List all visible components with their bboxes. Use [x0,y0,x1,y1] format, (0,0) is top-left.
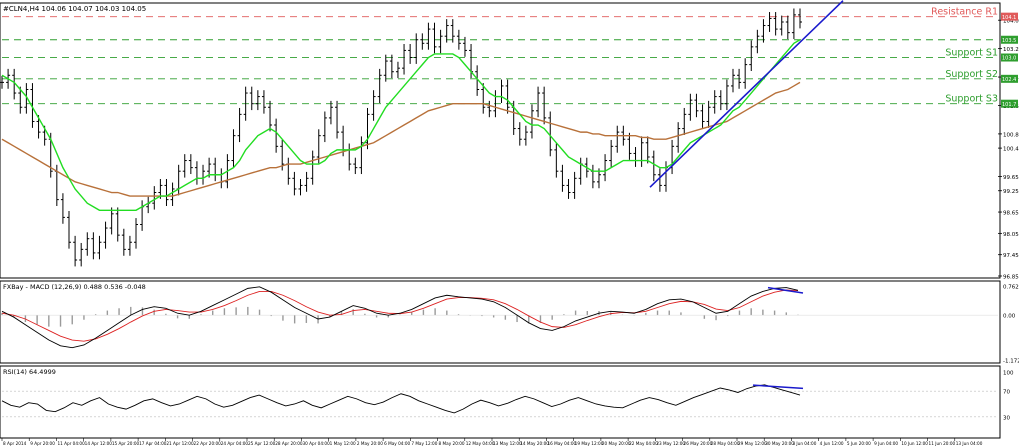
support-label: Support S2 [945,69,998,80]
time-tick-label: 13 Jun 04:00 [956,441,983,446]
time-tick-label: 8 Apr 2014 [3,441,27,446]
macd-title: FXBay - MACD (12,26,9) 0.488 0.536 -0.04… [3,283,146,291]
sr-price-box-label: 103.0 [1002,56,1016,62]
price-tick-label: 104.05 [1003,19,1019,25]
rsi-tick-label: 100 [1003,371,1014,377]
time-tick-label: 10 Jun 12:00 [901,441,928,446]
price-tick-label: 103.25 [1003,47,1019,53]
time-tick-label: 8 May 20:00 [439,441,465,446]
time-tick-label: 9 Jun 04:00 [874,441,898,446]
price-tick-label: 98.05 [1003,232,1019,238]
price-panel [0,2,1001,279]
time-tick-label: 25 Apr 12:00 [248,441,276,446]
time-tick-label: 17 Apr 04:00 [139,441,167,446]
time-tick-label: 4 Jun 12:00 [820,441,844,446]
time-tick-label: 7 May 12:00 [411,441,437,446]
trendline [649,0,844,188]
sr-price-box-label: 104.1 [1002,15,1016,21]
time-tick-label: 20 May 20:00 [602,441,631,446]
price-tick-label: 96.85 [1003,275,1019,281]
support-label: Support S3 [945,94,998,105]
sr-price-box-label: 101.7 [1002,102,1016,108]
time-tick-label: 3 Jun 04:00 [792,441,816,446]
macd-series: 0.762 0.00 -1.172 [1,285,1019,365]
time-tick-label: 5 Jun 20:00 [847,441,871,446]
rsi-tick-label: 30 [1003,415,1010,421]
rsi-tick-label: 70 [1003,390,1010,396]
time-tick-label: 11 Apr 04:00 [57,441,85,446]
macd-tick-label: 0.762 [1003,285,1019,291]
time-tick-label: 11 Jun 20:00 [929,441,956,446]
time-tick-label: 15 Apr 20:00 [112,441,140,446]
time-tick-label: 23 May 12:00 [656,441,685,446]
macd-divergence-line [767,286,804,294]
sr-price-box [1001,74,1018,83]
time-tick-label: 30 May 20:00 [765,441,794,446]
rsi-divergence-line [752,384,804,390]
sr-price-box [1001,99,1018,108]
sr-levels [2,16,998,105]
macd-tick-label: 0.00 [1003,314,1016,320]
time-tick-label: 14 Apr 12:00 [85,441,113,446]
time-tick-label: 14 May 20:00 [520,441,549,446]
macd-main-line [1,286,799,349]
price-tick-label: 98.65 [1003,211,1019,217]
price-tick-label: 97.45 [1003,253,1019,259]
time-tick-label: 16 May 04:00 [547,441,576,446]
sr-price-box [1001,53,1018,62]
sma-fast-line [1,39,801,211]
time-tick-label: 1 May 12:00 [330,441,356,446]
time-tick-label: 30 Apr 04:00 [302,441,330,446]
time-tick-label: 9 Apr 20:00 [30,441,55,446]
macd-panel [0,280,1001,364]
time-axis: 8 Apr 2014 9 Apr 20:00 11 Apr 04:00 14 Apr … [1,438,983,446]
moving-averages [1,39,801,211]
time-tick-label: 28 Apr 20:00 [275,441,303,446]
rsi-line [1,384,801,414]
sma-slow-line [1,81,801,197]
time-tick-label: 22 May 04:00 [629,441,658,446]
time-tick-label: 13 May 12:00 [493,441,522,446]
sr-price-box [1001,35,1018,44]
macd-tick-label: -1.172 [1003,359,1019,365]
support-label: Support S1 [945,48,998,59]
time-tick-label: 29 May 12:00 [738,441,767,446]
sr-price-box-label: 102.4 [1002,77,1016,83]
sr-price-box-label: 103.5 [1002,38,1016,44]
resistance-label: Resistance R1 [931,7,998,18]
chart-title: #CLN4,H4 104.06 104.07 104.03 104.05 [3,5,146,13]
price-tick-label: 100.85 [1003,132,1019,138]
time-tick-label: 21 Apr 12:00 [166,441,194,446]
time-tick-label: 2 May 20:00 [357,441,383,446]
time-tick-label: 26 May 20:00 [684,441,713,446]
price-tick-label: 100.45 [1003,147,1019,153]
rsi-title: RSI(14) 64.4999 [3,368,56,376]
time-tick-label: 24 Apr 04:00 [221,441,249,446]
sr-price-box [1001,12,1018,21]
time-tick-label: 19 May 12:00 [575,441,604,446]
time-tick-label: 28 May 04:00 [711,441,740,446]
sr-labels: 104.1 Resistance R1 103.5 103.0 Support S1 10… [931,7,1018,108]
time-tick-label: 6 May 04:00 [384,441,410,446]
trendline-group [649,0,844,188]
price-tick-label: 99.65 [1003,175,1019,181]
price-tick-label: 99.25 [1003,189,1019,195]
rsi-series: 100 70 30 [1,371,1014,421]
time-tick-label: 22 Apr 20:00 [194,441,222,446]
rsi-panel [0,365,1001,439]
time-tick-label: 12 May 04:00 [466,441,495,446]
